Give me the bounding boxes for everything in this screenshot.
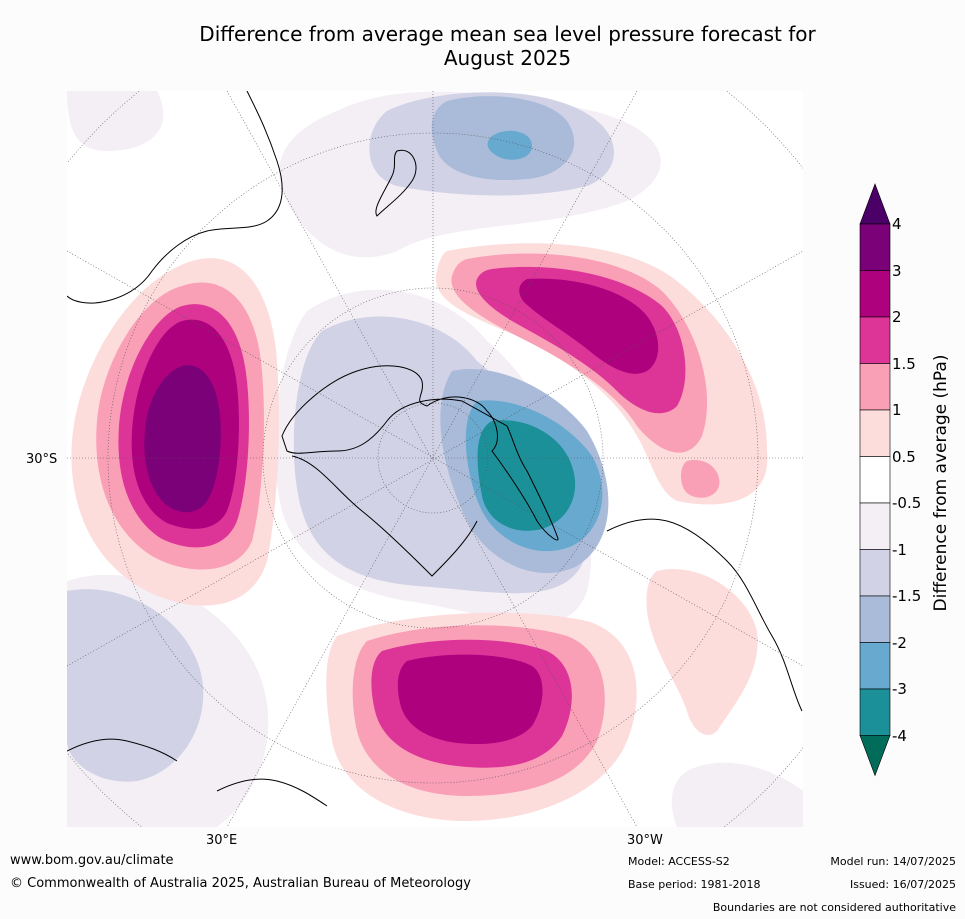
colorbar-tick-label: 4 <box>892 215 902 233</box>
colorbar-bin <box>859 456 891 504</box>
lat-label-30s: 30°S <box>26 452 58 467</box>
issued-label: Issued: 16/07/2025 <box>849 878 956 891</box>
colorbar-bin <box>859 316 891 364</box>
colorbar-bin <box>859 409 891 457</box>
lon-label-30e: 30°E <box>206 833 238 848</box>
colorbar-tick-label: -2 <box>892 633 907 652</box>
colorbar-tick-label: 2 <box>892 308 902 326</box>
anomaly-layer-plus-3 <box>144 365 221 513</box>
copyright-text: © Commonwealth of Australia 2025, Austra… <box>10 876 471 891</box>
colorbar: 4 3 2 1.5 1 0.5 -0.5 -1 -1.5 -2 -3 -4 <box>858 182 965 782</box>
model-label: Model: ACCESS-S2 <box>628 855 730 868</box>
anomaly-map[interactable] <box>67 91 803 827</box>
base-period-label: Base period: 1981-2018 <box>628 878 761 891</box>
map-svg <box>67 91 803 827</box>
colorbar-title-text: Difference from average (hPa) <box>931 354 951 612</box>
colorbar-tick-label: 1 <box>892 401 902 419</box>
colorbar-tick-label: -3 <box>892 680 907 698</box>
colorbar-tick-label: -1.5 <box>892 587 922 605</box>
colorbar-tick-label: 1.5 <box>892 354 916 373</box>
colorbar-bin <box>859 502 891 550</box>
colorbar-bin <box>859 688 891 736</box>
colorbar-tick-label: 3 <box>892 261 902 280</box>
colorbar-tick-label: -1 <box>892 540 907 559</box>
colorbar-bin <box>859 270 891 318</box>
colorbar-bin <box>859 549 891 597</box>
disclaimer-text: Boundaries are not considered authoritat… <box>712 901 956 914</box>
anomaly-layer-minus-3 <box>477 420 576 531</box>
chart-title-line2: August 2025 <box>443 46 572 70</box>
colorbar-tick-label: -4 <box>892 726 907 745</box>
coastlines <box>67 91 803 807</box>
website-link[interactable]: www.bom.gov.au/climate <box>10 853 174 868</box>
colorbar-tick-label: -0.5 <box>892 494 922 512</box>
colorbar-bin <box>859 363 891 411</box>
chart-title-line1: Difference from average mean sea level p… <box>199 22 816 46</box>
colorbar-extend-bottom <box>859 735 891 777</box>
colorbar-svg <box>859 183 891 777</box>
colorbar-bin <box>859 595 891 643</box>
colorbar-bin <box>859 223 891 271</box>
lon-label-30w: 30°W <box>627 833 663 848</box>
graticule <box>67 91 803 827</box>
colorbar-tick-label: 0.5 <box>892 447 916 466</box>
model-run-label: Model run: 14/07/2025 <box>830 855 956 868</box>
chart-title: Difference from average mean sea level p… <box>60 22 955 70</box>
colorbar-bin <box>859 642 891 690</box>
colorbar-extend-top <box>859 183 891 225</box>
